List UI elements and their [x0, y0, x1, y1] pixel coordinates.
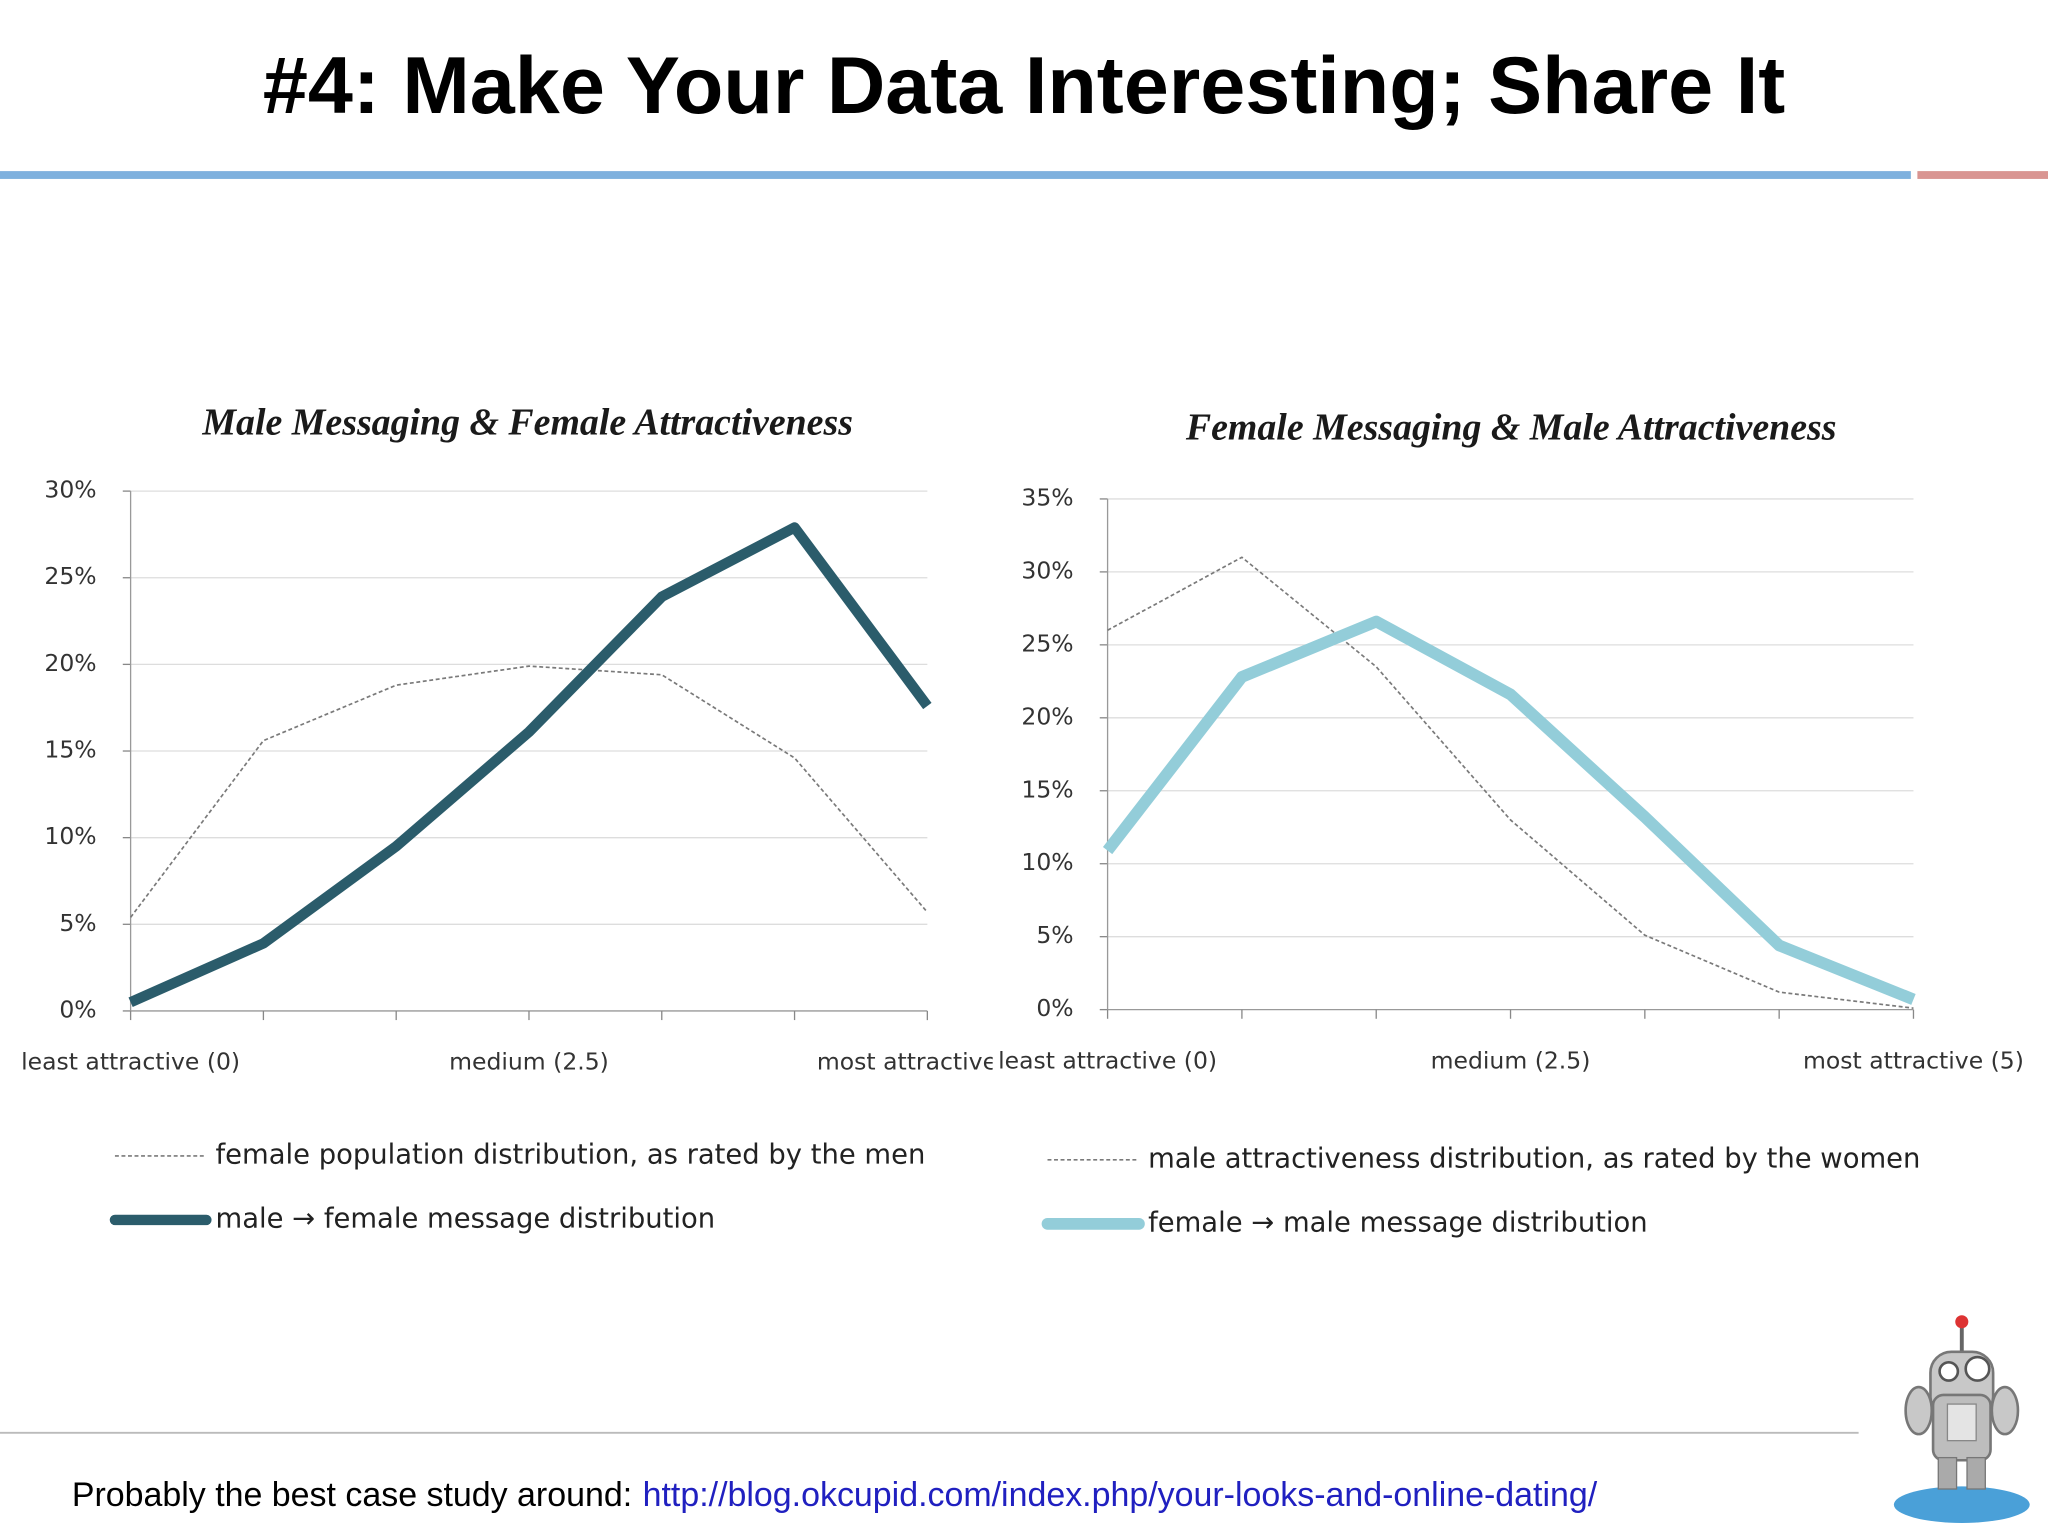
footer-text: Probably the best case study around: [72, 1476, 632, 1514]
legend-label: male → female message distribution [216, 1203, 716, 1234]
x-tick-label: most attractive (5) [1803, 1046, 2024, 1074]
header-rule-accent [1917, 171, 2048, 179]
y-tick-label: 25% [1021, 629, 1073, 657]
x-tick-label: least attractive (0) [21, 1048, 240, 1076]
legend-label: female population distribution, as rated… [216, 1139, 926, 1170]
robot-logo [1893, 1315, 2030, 1523]
x-tick-label: least attractive (0) [998, 1046, 1217, 1074]
y-tick-label: 30% [1021, 556, 1073, 584]
y-tick-label: 25% [44, 562, 96, 590]
series-line [1107, 556, 1914, 1010]
x-tick-label: most attractive (5) [817, 1048, 1038, 1076]
footer-link[interactable]: http://blog.okcupid.com/index.php/your-l… [643, 1476, 1598, 1514]
slide-title: #4: Make Your Data Interesting; Share It [263, 41, 1785, 131]
header-rule [0, 171, 1911, 179]
y-tick-label: 0% [1036, 994, 1073, 1022]
y-tick-label: 5% [59, 909, 96, 937]
y-tick-label: 20% [1021, 702, 1073, 730]
y-tick-label: 10% [44, 822, 96, 850]
footer: Probably the best case study around: http… [72, 1476, 1598, 1514]
series-line [1102, 615, 1916, 1005]
legend-label: female → male message distribution [1148, 1207, 1648, 1238]
x-tick-label: medium (2.5) [449, 1048, 609, 1076]
series-line [129, 665, 928, 918]
y-tick-label: 35% [1021, 483, 1073, 511]
y-tick-label: 15% [1021, 775, 1073, 803]
series-line [128, 522, 932, 1008]
y-tick-label: 10% [1021, 848, 1073, 876]
y-tick-label: 20% [44, 649, 96, 677]
chart: Female Messaging & Male Attractiveness 0%… [998, 407, 2024, 1239]
x-tick-label: medium (2.5) [1431, 1046, 1591, 1074]
y-tick-label: 15% [44, 736, 96, 764]
chart-title: Female Messaging & Male Attractiveness [1185, 407, 1837, 449]
y-tick-label: 0% [59, 995, 96, 1023]
legend-label: male attractiveness distribution, as rat… [1148, 1143, 1920, 1174]
y-tick-label: 5% [1036, 921, 1073, 949]
chart-title: Male Messaging & Female Attractiveness [201, 401, 853, 443]
chart: Male Messaging & Female Attractiveness 0%… [21, 401, 1038, 1234]
y-tick-label: 30% [44, 476, 96, 504]
